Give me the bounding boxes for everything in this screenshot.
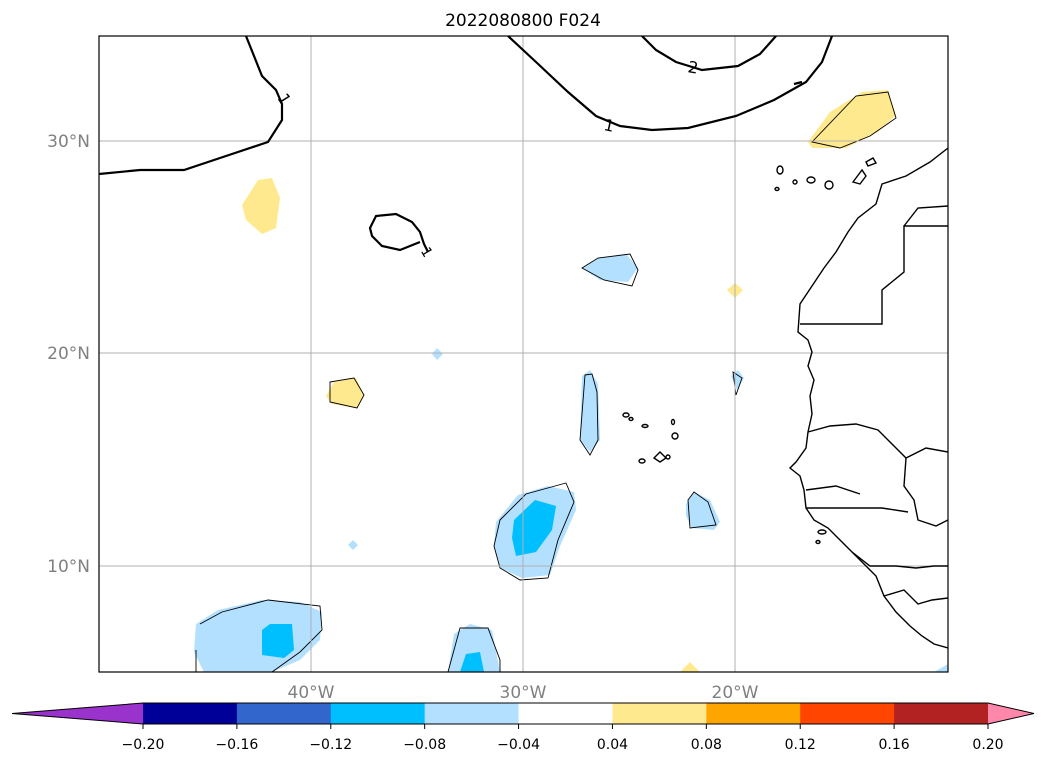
negative-shade xyxy=(731,370,744,390)
colorbar-tick-label: −0.12 xyxy=(309,737,352,753)
contour-line xyxy=(368,212,429,253)
contour-label: 1 xyxy=(417,245,435,261)
colorbar-segment xyxy=(424,703,520,724)
colorbar-tick-label: −0.04 xyxy=(497,737,540,753)
lon-tick-label: 30°W xyxy=(500,683,547,703)
negative-shade xyxy=(194,600,322,672)
anomaly-outline xyxy=(579,373,599,456)
islands xyxy=(622,157,878,545)
negative-shade xyxy=(686,492,720,530)
contour-line xyxy=(641,36,777,72)
country-border xyxy=(883,589,948,605)
anomaly-outline xyxy=(687,491,717,529)
colorbar-segment xyxy=(706,703,801,724)
colorbar-extend-max xyxy=(988,703,1034,724)
colorbar-tick-label: −0.16 xyxy=(215,737,258,753)
negative-shade xyxy=(934,664,948,672)
colorbar-tick-label: 0.16 xyxy=(879,737,910,753)
colorbar-segment xyxy=(894,703,989,724)
anomaly-outline xyxy=(811,91,897,149)
colorbar-segment xyxy=(612,703,707,724)
anomaly-outline xyxy=(329,377,365,409)
lat-tick-label: 30°N xyxy=(47,132,90,152)
colorbar-tick-label: 0.04 xyxy=(597,737,628,753)
colorbar-segment xyxy=(143,703,238,724)
lat-tick-label: 10°N xyxy=(47,557,90,577)
negative-shade xyxy=(432,348,443,360)
lon-tick-label: 20°W xyxy=(712,683,759,703)
positive-shade xyxy=(326,378,364,408)
anomaly-outline xyxy=(195,599,323,672)
negative-shade xyxy=(262,624,294,658)
plot-frame xyxy=(98,35,949,673)
colorbar-tick-label: 0.08 xyxy=(691,737,722,753)
anomaly-outline xyxy=(493,482,575,581)
positive-shade xyxy=(680,662,700,672)
colorbar-tick-label: −0.08 xyxy=(403,737,446,753)
map-title: 2022080800 F024 xyxy=(445,11,601,31)
colorbar: −0.20 −0.16 −0.12 −0.08 −0.04 0.04 0.08 0.12 0.1… xyxy=(11,702,1035,753)
colorbar-segment xyxy=(518,703,613,724)
country-border xyxy=(805,485,909,513)
lon-tick-label: 40°W xyxy=(288,683,335,703)
positive-shade xyxy=(808,90,896,148)
negative-shade xyxy=(448,624,500,672)
contour-line xyxy=(99,36,284,176)
country-border xyxy=(807,423,948,459)
country-border xyxy=(903,457,948,527)
negative-shade xyxy=(582,254,638,282)
negative-shade xyxy=(348,540,358,550)
country-border xyxy=(800,225,948,325)
colorbar-segment xyxy=(800,703,895,724)
anomaly-outline xyxy=(581,253,639,287)
graticule xyxy=(99,36,948,672)
colorbar-extend-min xyxy=(12,703,143,724)
colorbar-tick-label: −0.20 xyxy=(122,737,165,753)
colorbar-segment xyxy=(330,703,426,724)
coastline-africa xyxy=(788,147,948,649)
anomaly-outline xyxy=(447,627,501,672)
contour-label: 2 xyxy=(686,57,699,77)
contour-line xyxy=(793,80,803,86)
country-border xyxy=(851,551,948,569)
negative-shade xyxy=(580,370,600,452)
contour-label: 1 xyxy=(602,115,616,136)
colorbar-tick-label: 0.20 xyxy=(972,737,1003,753)
colorbar-segment xyxy=(236,703,332,724)
country-border xyxy=(903,205,948,227)
positive-shade xyxy=(242,178,280,234)
lat-tick-label: 20°N xyxy=(47,344,90,364)
negative-shade xyxy=(460,652,484,672)
colorbar-tick-label: 0.12 xyxy=(785,737,816,753)
plot-area: 1 2 1 1 xyxy=(99,36,948,672)
contour-line xyxy=(507,36,834,132)
